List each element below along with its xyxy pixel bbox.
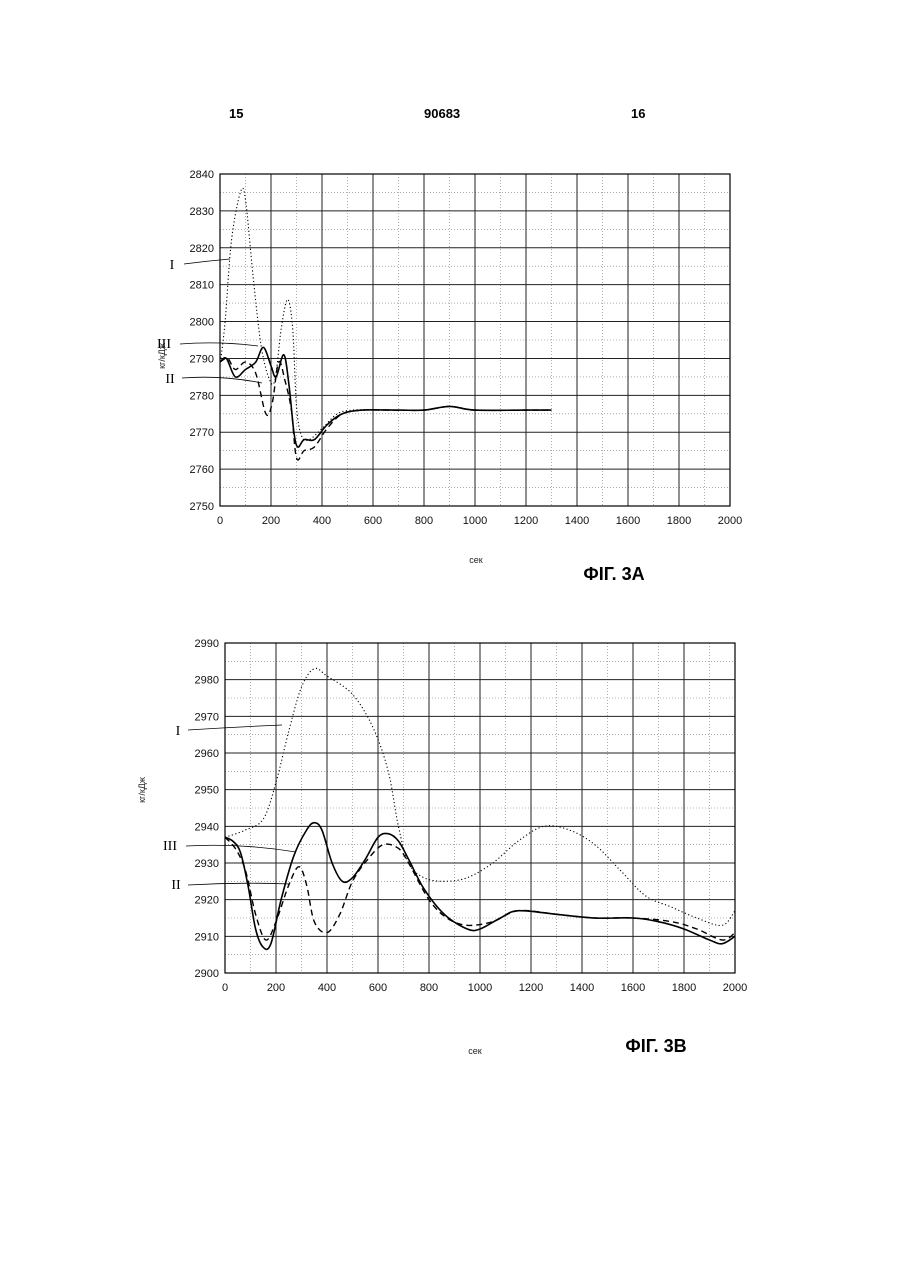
chart-grid [225, 643, 735, 973]
x-tick-label: 2000 [723, 982, 747, 994]
y-tick-label: 2910 [195, 931, 219, 943]
document-number: 90683 [424, 106, 460, 121]
chart-fig-3b: 0 200 400 600 800 1000 1200 1400 1600 1800 2000 290… [0, 630, 901, 1070]
x-tick-label: 1200 [519, 982, 543, 994]
x-axis-label: сек [468, 1046, 482, 1056]
y-tick-label: 2790 [190, 353, 214, 365]
y-tick-label: 2950 [195, 785, 219, 797]
x-tick-label: 1400 [570, 982, 594, 994]
y-tick-label: 2780 [190, 390, 214, 402]
series-label-iii: III [163, 839, 177, 854]
x-tick-label: 400 [318, 982, 336, 994]
series-leader-line [186, 845, 296, 852]
y-tick-label: 2830 [190, 206, 214, 218]
page-number-left: 15 [229, 106, 243, 121]
series-label-iii: III [157, 337, 171, 352]
x-axis-label: сек [469, 555, 483, 565]
x-tick-label: 1000 [468, 982, 492, 994]
chart-grid [220, 174, 730, 506]
y-tick-label: 2980 [195, 675, 219, 687]
x-tick-label: 600 [369, 982, 387, 994]
series-label-i: I [176, 724, 181, 739]
series-line-ii [220, 358, 552, 460]
x-tick-label: 1600 [616, 515, 640, 527]
x-tick-label: 1000 [463, 515, 487, 527]
page-number-right: 16 [631, 106, 645, 121]
y-tick-label: 2810 [190, 280, 214, 292]
series-label-ii: II [165, 372, 175, 387]
x-tick-label: 1800 [667, 515, 691, 527]
x-tick-label: 1400 [565, 515, 589, 527]
series-line-i [220, 188, 552, 440]
y-tick-label: 2920 [195, 895, 219, 907]
x-tick-label: 1200 [514, 515, 538, 527]
figure-label: ФІГ. 3А [583, 564, 644, 584]
series-leader-line [184, 259, 230, 264]
x-tick-label: 0 [217, 515, 223, 527]
y-tick-label: 2940 [195, 821, 219, 833]
y-tick-label: 2900 [195, 968, 219, 980]
y-axis-label: кг/кДж [137, 777, 147, 803]
series-label-i: I [170, 258, 175, 273]
x-tick-label: 400 [313, 515, 331, 527]
y-tick-label: 2770 [190, 427, 214, 439]
x-tick-label: 1800 [672, 982, 696, 994]
series-leader-line [188, 883, 290, 885]
x-tick-label: 600 [364, 515, 382, 527]
series-leader-line [180, 343, 258, 346]
y-tick-label: 2970 [195, 711, 219, 723]
x-tick-label: 0 [222, 982, 228, 994]
x-tick-label: 800 [420, 982, 438, 994]
series-label-ii: II [171, 878, 181, 893]
x-tick-label: 800 [415, 515, 433, 527]
y-tick-label: 2760 [190, 464, 214, 476]
x-tick-label: 1600 [621, 982, 645, 994]
y-tick-label: 2990 [195, 638, 219, 650]
y-tick-label: 2750 [190, 501, 214, 513]
chart-fig-3a: 0 200 400 600 800 1000 1200 1400 1600 1800 2000 275… [0, 160, 901, 600]
series-leader-line [188, 725, 282, 730]
y-tick-label: 2820 [190, 243, 214, 255]
y-tick-label: 2960 [195, 748, 219, 760]
x-tick-label: 200 [267, 982, 285, 994]
x-tick-label: 2000 [718, 515, 742, 527]
y-tick-label: 2840 [190, 169, 214, 181]
series-leader-line [182, 377, 262, 383]
y-tick-label: 2930 [195, 858, 219, 870]
x-tick-label: 200 [262, 515, 280, 527]
figure-label: ФІГ. 3В [625, 1036, 686, 1056]
y-tick-label: 2800 [190, 317, 214, 329]
